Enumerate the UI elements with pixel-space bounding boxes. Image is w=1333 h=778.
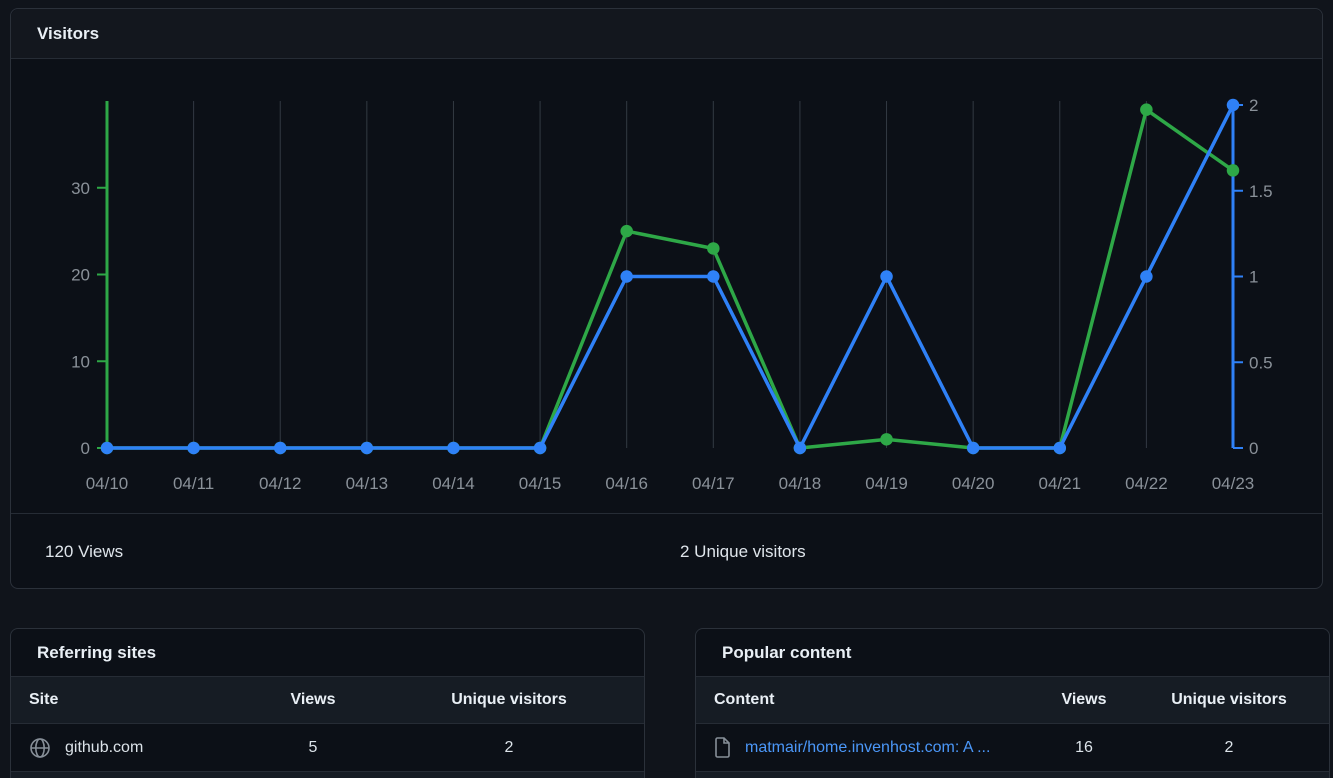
unique-visitors-point[interactable] [360,441,374,455]
unique-visitors-point[interactable] [273,441,287,455]
x-axis-label: 04/17 [692,474,735,493]
right-axis-tick-label: 0.5 [1249,353,1273,372]
unique-visitors-point[interactable] [1226,98,1240,112]
globe-icon [29,737,51,759]
content-column-header: Content [714,691,775,708]
total-views-stat: 120 Views [45,541,124,561]
views-point[interactable] [707,242,720,255]
x-axis-label: 04/23 [1212,474,1255,493]
views-line [105,107,1235,450]
referring-sites-title: Referring sites [37,642,157,662]
left-axis-tick-label: 10 [71,352,90,371]
x-axis-label: 04/14 [432,474,475,493]
next-row-partial [696,772,1329,778]
popular-content-column-headers: Content Views Unique visitors [696,677,1329,724]
referring-site-name: github.com [65,738,144,756]
referring-sites-card: Referring sites Site Views Unique visito… [10,628,645,778]
referring-site-unique: 2 [504,738,514,756]
left-axis-tick-label: 20 [71,266,90,285]
referring-sites-column-headers: Site Views Unique visitors [11,677,644,724]
x-axis-label: 04/18 [779,474,822,493]
visitors-chart[interactable]: 0 10 20 30 0 0.5 1 1.5 2 04/10 04/11 04/12 04/13 04/1… [11,59,1322,513]
popular-content-title: Popular content [722,642,852,662]
views-point[interactable] [1140,103,1153,116]
visitors-chart-svg[interactable]: 0 10 20 30 0 0.5 1 1.5 2 04/10 04/11 04/12 04/13 04/1… [11,59,1322,513]
popular-content-link[interactable]: matmair/home.invenhost.com: A ... [745,738,991,756]
referring-site-views: 5 [308,738,318,756]
unique-visitors-line [105,103,1235,450]
right-axis-tick-label: 1.5 [1249,182,1273,201]
popular-content-unique: 2 [1224,738,1234,756]
unique-visitors-column-header: Unique visitors [1171,691,1287,708]
unique-visitors-point[interactable] [793,441,807,455]
left-axis-tick-label: 0 [81,439,90,458]
x-axis-label: 04/19 [865,474,908,493]
unique-visitors-point[interactable] [707,270,720,283]
x-axis-label: 04/16 [605,474,648,493]
table-row: github.com 5 2 [11,724,644,772]
views-point[interactable] [880,433,893,446]
total-unique-visitors-stat: 2 Unique visitors [680,541,806,561]
popular-content-header: Popular content [696,629,1329,677]
table-row: matmair/home.invenhost.com: A ... 16 2 [696,724,1329,772]
views-column-header: Views [290,691,336,708]
x-axis-label: 04/21 [1038,474,1081,493]
unique-visitors-point[interactable] [533,441,547,455]
popular-content-card: Popular content Content Views Unique vis… [695,628,1330,778]
file-icon [714,737,731,758]
x-axis-label: 04/15 [519,474,562,493]
right-axis-tick-label: 1 [1249,268,1258,287]
referring-sites-header: Referring sites [11,629,644,677]
visitors-card: Visitors 0 10 20 30 0 0.5 1 1.5 2 04/10 04/11 04/12… [10,8,1323,589]
x-axis-label: 04/13 [346,474,389,493]
x-axis-label: 04/11 [173,474,214,493]
views-column-header: Views [1061,691,1107,708]
site-column-header: Site [29,691,59,708]
visitors-card-header: Visitors [11,9,1322,59]
visitors-stats-row: 120 Views 2 Unique visitors [11,513,1322,589]
unique-visitors-point[interactable] [100,441,114,455]
visitors-title: Visitors [37,23,100,43]
unique-visitors-point[interactable] [880,270,893,283]
unique-visitors-point[interactable] [187,441,200,455]
unique-visitors-point[interactable] [620,270,633,283]
views-point[interactable] [1226,164,1240,177]
unique-visitors-point[interactable] [1140,270,1153,283]
left-axis-tick-label: 30 [71,179,90,198]
next-row-partial [11,772,644,778]
right-axis-tick-label: 0 [1249,439,1258,458]
unique-visitors-point[interactable] [966,441,980,455]
views-point[interactable] [620,224,633,238]
unique-visitors-point[interactable] [447,441,460,455]
right-axis-tick-label: 2 [1249,96,1258,115]
x-axis-label: 04/10 [86,474,129,493]
x-axis-label: 04/20 [952,474,995,493]
unique-visitors-column-header: Unique visitors [451,691,567,708]
x-axis-label: 04/22 [1125,474,1168,493]
unique-visitors-point[interactable] [1053,441,1067,455]
popular-content-views: 16 [1075,738,1093,756]
x-axis-label: 04/12 [259,474,302,493]
